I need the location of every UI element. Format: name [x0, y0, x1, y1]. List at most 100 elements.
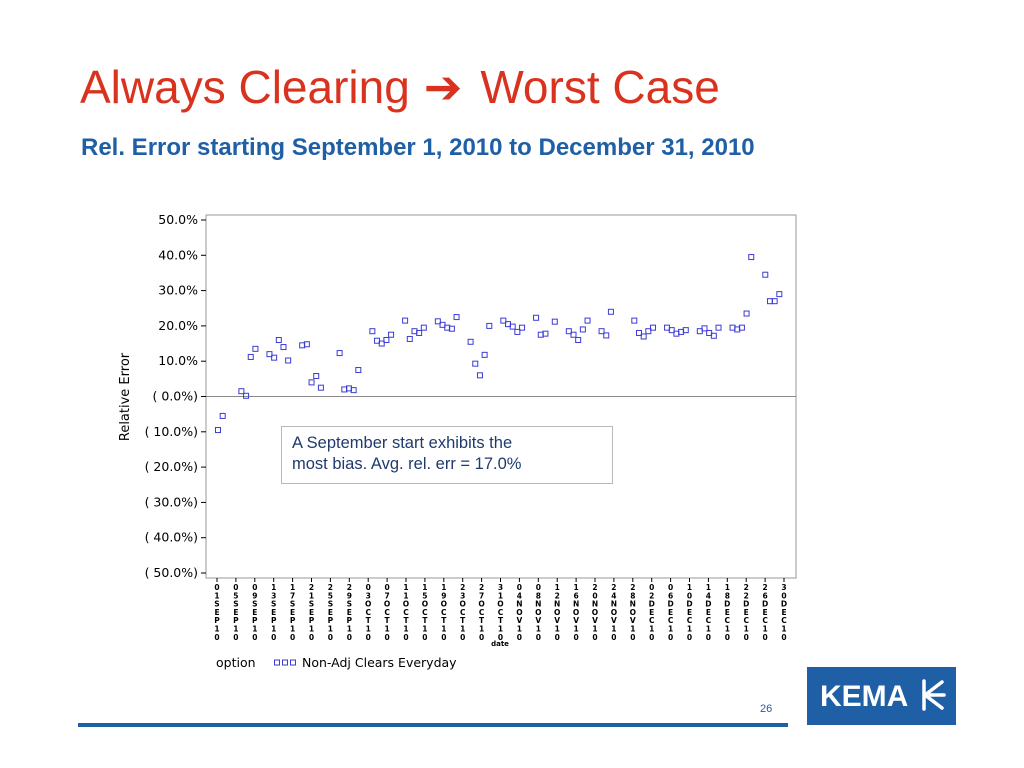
data-point [313, 373, 320, 380]
data-point [350, 387, 357, 394]
data-point [701, 325, 708, 332]
y-tick-label: 10.0% [158, 353, 198, 368]
slide-title: Always Clearing ➔ Worst Case [80, 60, 720, 114]
y-tick-label: 20.0% [158, 318, 198, 333]
legend-title: option [216, 655, 256, 670]
y-tick-label: ( 10.0%) [145, 424, 198, 439]
data-point [336, 350, 343, 357]
data-point [247, 353, 254, 360]
y-tick-label: ( 30.0%) [145, 494, 198, 509]
data-point [579, 326, 586, 333]
y-tick-label: 30.0% [158, 283, 198, 298]
data-point [252, 345, 259, 352]
data-point [420, 324, 427, 331]
footer-divider [78, 723, 788, 727]
data-point [509, 323, 516, 330]
x-axis: 0 1 S E P 1 0 0 5 S E P 1 0 0 9 S E P 1 0 1 3 S E P 1 0 1 7 S E P 1 0 2 1 S E P… [214, 578, 787, 648]
data-point [710, 332, 717, 339]
data-point [369, 328, 376, 335]
y-tick-label: 40.0% [158, 247, 198, 262]
x-axis-title: date [491, 640, 509, 648]
data-point [308, 379, 315, 386]
legend-marker [282, 659, 288, 666]
y-tick-label: ( 50.0%) [145, 565, 198, 580]
data-point [271, 354, 278, 361]
legend-entry-label: Non-Adj Clears Everyday [302, 655, 457, 670]
data-point [650, 324, 657, 331]
data-point [762, 271, 769, 278]
y-tick-label: 50.0% [158, 212, 198, 227]
data-points [215, 254, 783, 434]
data-point [519, 324, 526, 331]
data-point [738, 324, 745, 331]
slide-subtitle: Rel. Error starting September 1, 2010 to… [81, 134, 755, 161]
data-point [285, 357, 292, 364]
title-left: Always Clearing [80, 61, 410, 113]
data-point [645, 328, 652, 335]
y-tick-label: ( 0.0%) [153, 389, 198, 404]
data-point [383, 337, 390, 344]
data-point [219, 412, 226, 419]
right-arrow-icon: ➔ [423, 61, 463, 113]
data-point [476, 372, 483, 379]
data-point [266, 351, 273, 358]
data-point [542, 330, 549, 337]
data-point [551, 318, 558, 325]
data-point [402, 317, 409, 324]
legend-marker [290, 659, 296, 666]
logo-mark-icon [921, 679, 946, 711]
data-point [453, 314, 460, 321]
legend: option Non-Adj Clears Everyday [216, 655, 457, 670]
annotation-line-2: most bias. Avg. rel. err = 17.0% [292, 455, 522, 473]
data-point [776, 291, 783, 298]
data-point [317, 384, 324, 391]
data-point [472, 360, 479, 367]
data-point [771, 298, 778, 305]
annotation-line-1: A September start exhibits the [292, 434, 513, 452]
y-axis-title: Relative Error [118, 352, 133, 441]
data-point [388, 331, 395, 338]
data-point [570, 331, 577, 338]
data-point [434, 318, 441, 325]
data-point [743, 310, 750, 317]
data-point [280, 344, 287, 351]
data-point [598, 328, 605, 335]
data-point [668, 327, 675, 334]
plot-frame [205, 214, 797, 579]
data-point [275, 337, 282, 344]
y-tick-label: ( 20.0%) [145, 459, 198, 474]
logo-text: KEMA [820, 680, 908, 713]
data-point [406, 335, 413, 342]
data-point [607, 308, 614, 315]
data-point [467, 338, 474, 345]
kema-logo: KEMA [807, 667, 956, 725]
data-point [631, 317, 638, 324]
data-point [682, 327, 689, 334]
